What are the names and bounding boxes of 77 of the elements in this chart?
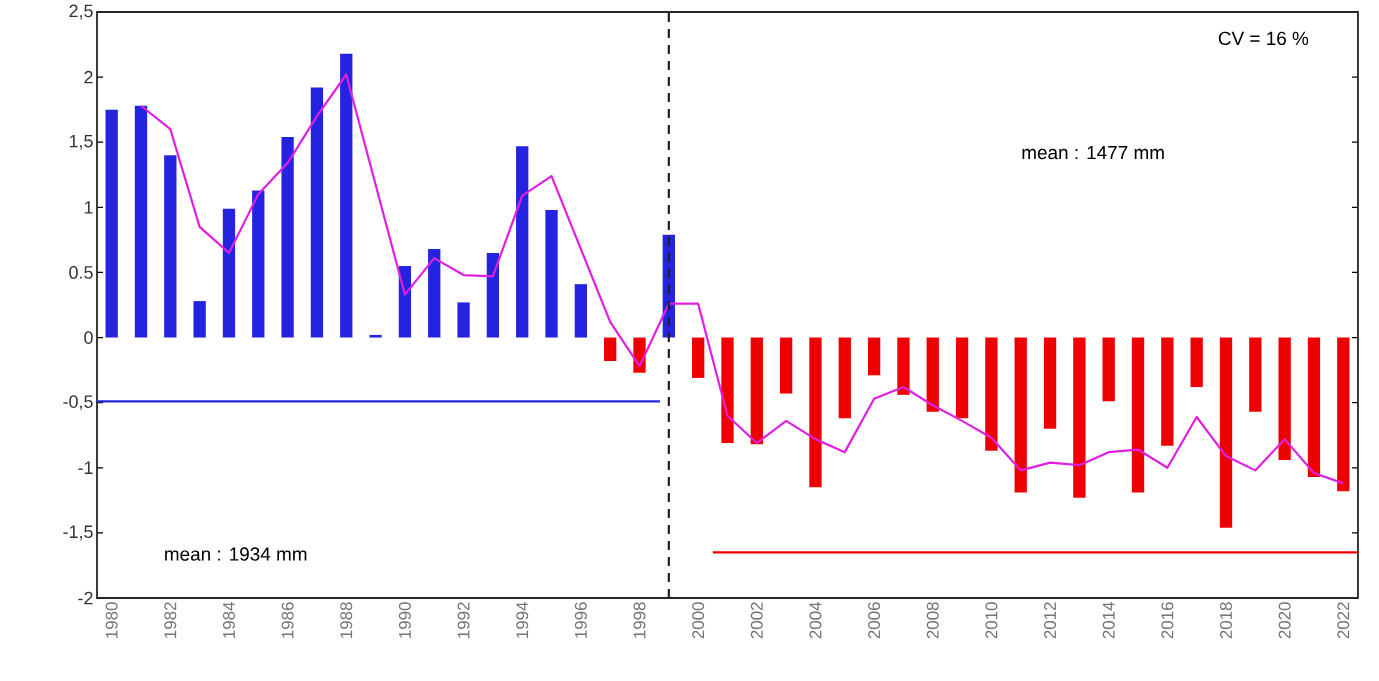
y-tick-label: -1,5 (63, 525, 93, 541)
bar (1073, 337, 1086, 498)
bar (604, 337, 617, 361)
y-tick-label: 1 (84, 201, 93, 214)
bar (340, 53, 353, 338)
line-series (139, 73, 1345, 485)
bar (1043, 337, 1057, 429)
bar (252, 190, 265, 338)
y-tick-label: -2 (78, 591, 93, 605)
bar (1190, 337, 1203, 388)
bar (369, 334, 382, 338)
bar (1249, 337, 1262, 412)
x-tick-label: 2002 (750, 602, 763, 639)
bar (1219, 337, 1233, 528)
bar (1131, 337, 1145, 493)
bar (1014, 337, 1027, 493)
bar (985, 337, 998, 451)
y-tick-label: -0,5 (63, 395, 93, 411)
x-tick-label: 2018 (1219, 602, 1232, 639)
x-tick-label: 2006 (868, 602, 881, 639)
x-tick-label: 2000 (692, 602, 705, 639)
bar (721, 337, 734, 444)
bar (926, 337, 939, 412)
bar (398, 265, 412, 338)
bar (281, 137, 294, 338)
bar (897, 337, 910, 395)
bar (867, 337, 881, 376)
bar (809, 337, 822, 488)
bar (457, 302, 470, 338)
x-tick-label: 1988 (340, 602, 353, 638)
x-tick-label: 1992 (457, 602, 470, 638)
bar (222, 208, 236, 338)
bar (310, 87, 324, 338)
x-tick-label: 1984 (222, 602, 235, 638)
x-tick-label: 1994 (516, 602, 529, 638)
annotation: mean : 1934 mm (165, 547, 307, 561)
y-tick-label: 2,5 (69, 4, 93, 20)
bar (516, 146, 529, 338)
annotation: mean : 1477 mm (1022, 146, 1164, 160)
x-tick-label: 1990 (398, 602, 411, 638)
x-tick-label: 1982 (164, 602, 177, 638)
x-tick-label: 2010 (985, 602, 998, 639)
bar (134, 105, 148, 338)
y-tick-label: 0.5 (69, 266, 93, 279)
x-tick-label: 1996 (574, 602, 587, 638)
x-tick-label: 1998 (633, 602, 646, 638)
bar (1307, 337, 1321, 477)
x-tick-label: 1980 (105, 602, 118, 638)
bar (691, 337, 705, 378)
x-tick-label: 1986 (281, 602, 294, 638)
x-tick-label: 2022 (1337, 602, 1350, 639)
bar (428, 249, 441, 338)
y-tick-label: 0 (84, 331, 93, 344)
bar (779, 337, 793, 394)
annotation: CV = 16 % (1218, 31, 1309, 46)
x-tick-label: 2008 (926, 602, 939, 639)
bar (750, 337, 763, 445)
y-tick-label: 1,5 (69, 134, 93, 150)
x-tick-label: 2004 (809, 602, 822, 639)
x-tick-label: 2012 (1044, 602, 1057, 639)
x-tick-label: 2016 (1161, 602, 1174, 639)
bar (193, 301, 206, 338)
bar (838, 337, 851, 419)
bar (1337, 337, 1350, 492)
bar (1161, 337, 1174, 446)
bar (955, 337, 969, 419)
bar (105, 109, 118, 338)
bar (574, 284, 588, 338)
y-tick-label: 2 (84, 70, 93, 84)
x-tick-label: 2014 (1102, 602, 1115, 639)
bar (545, 209, 558, 338)
y-tick-label: -1 (78, 461, 93, 474)
bar (486, 252, 500, 338)
x-tick-label: 2020 (1278, 602, 1291, 639)
bar (1102, 337, 1115, 402)
bar (164, 155, 177, 338)
bar (1278, 337, 1291, 460)
